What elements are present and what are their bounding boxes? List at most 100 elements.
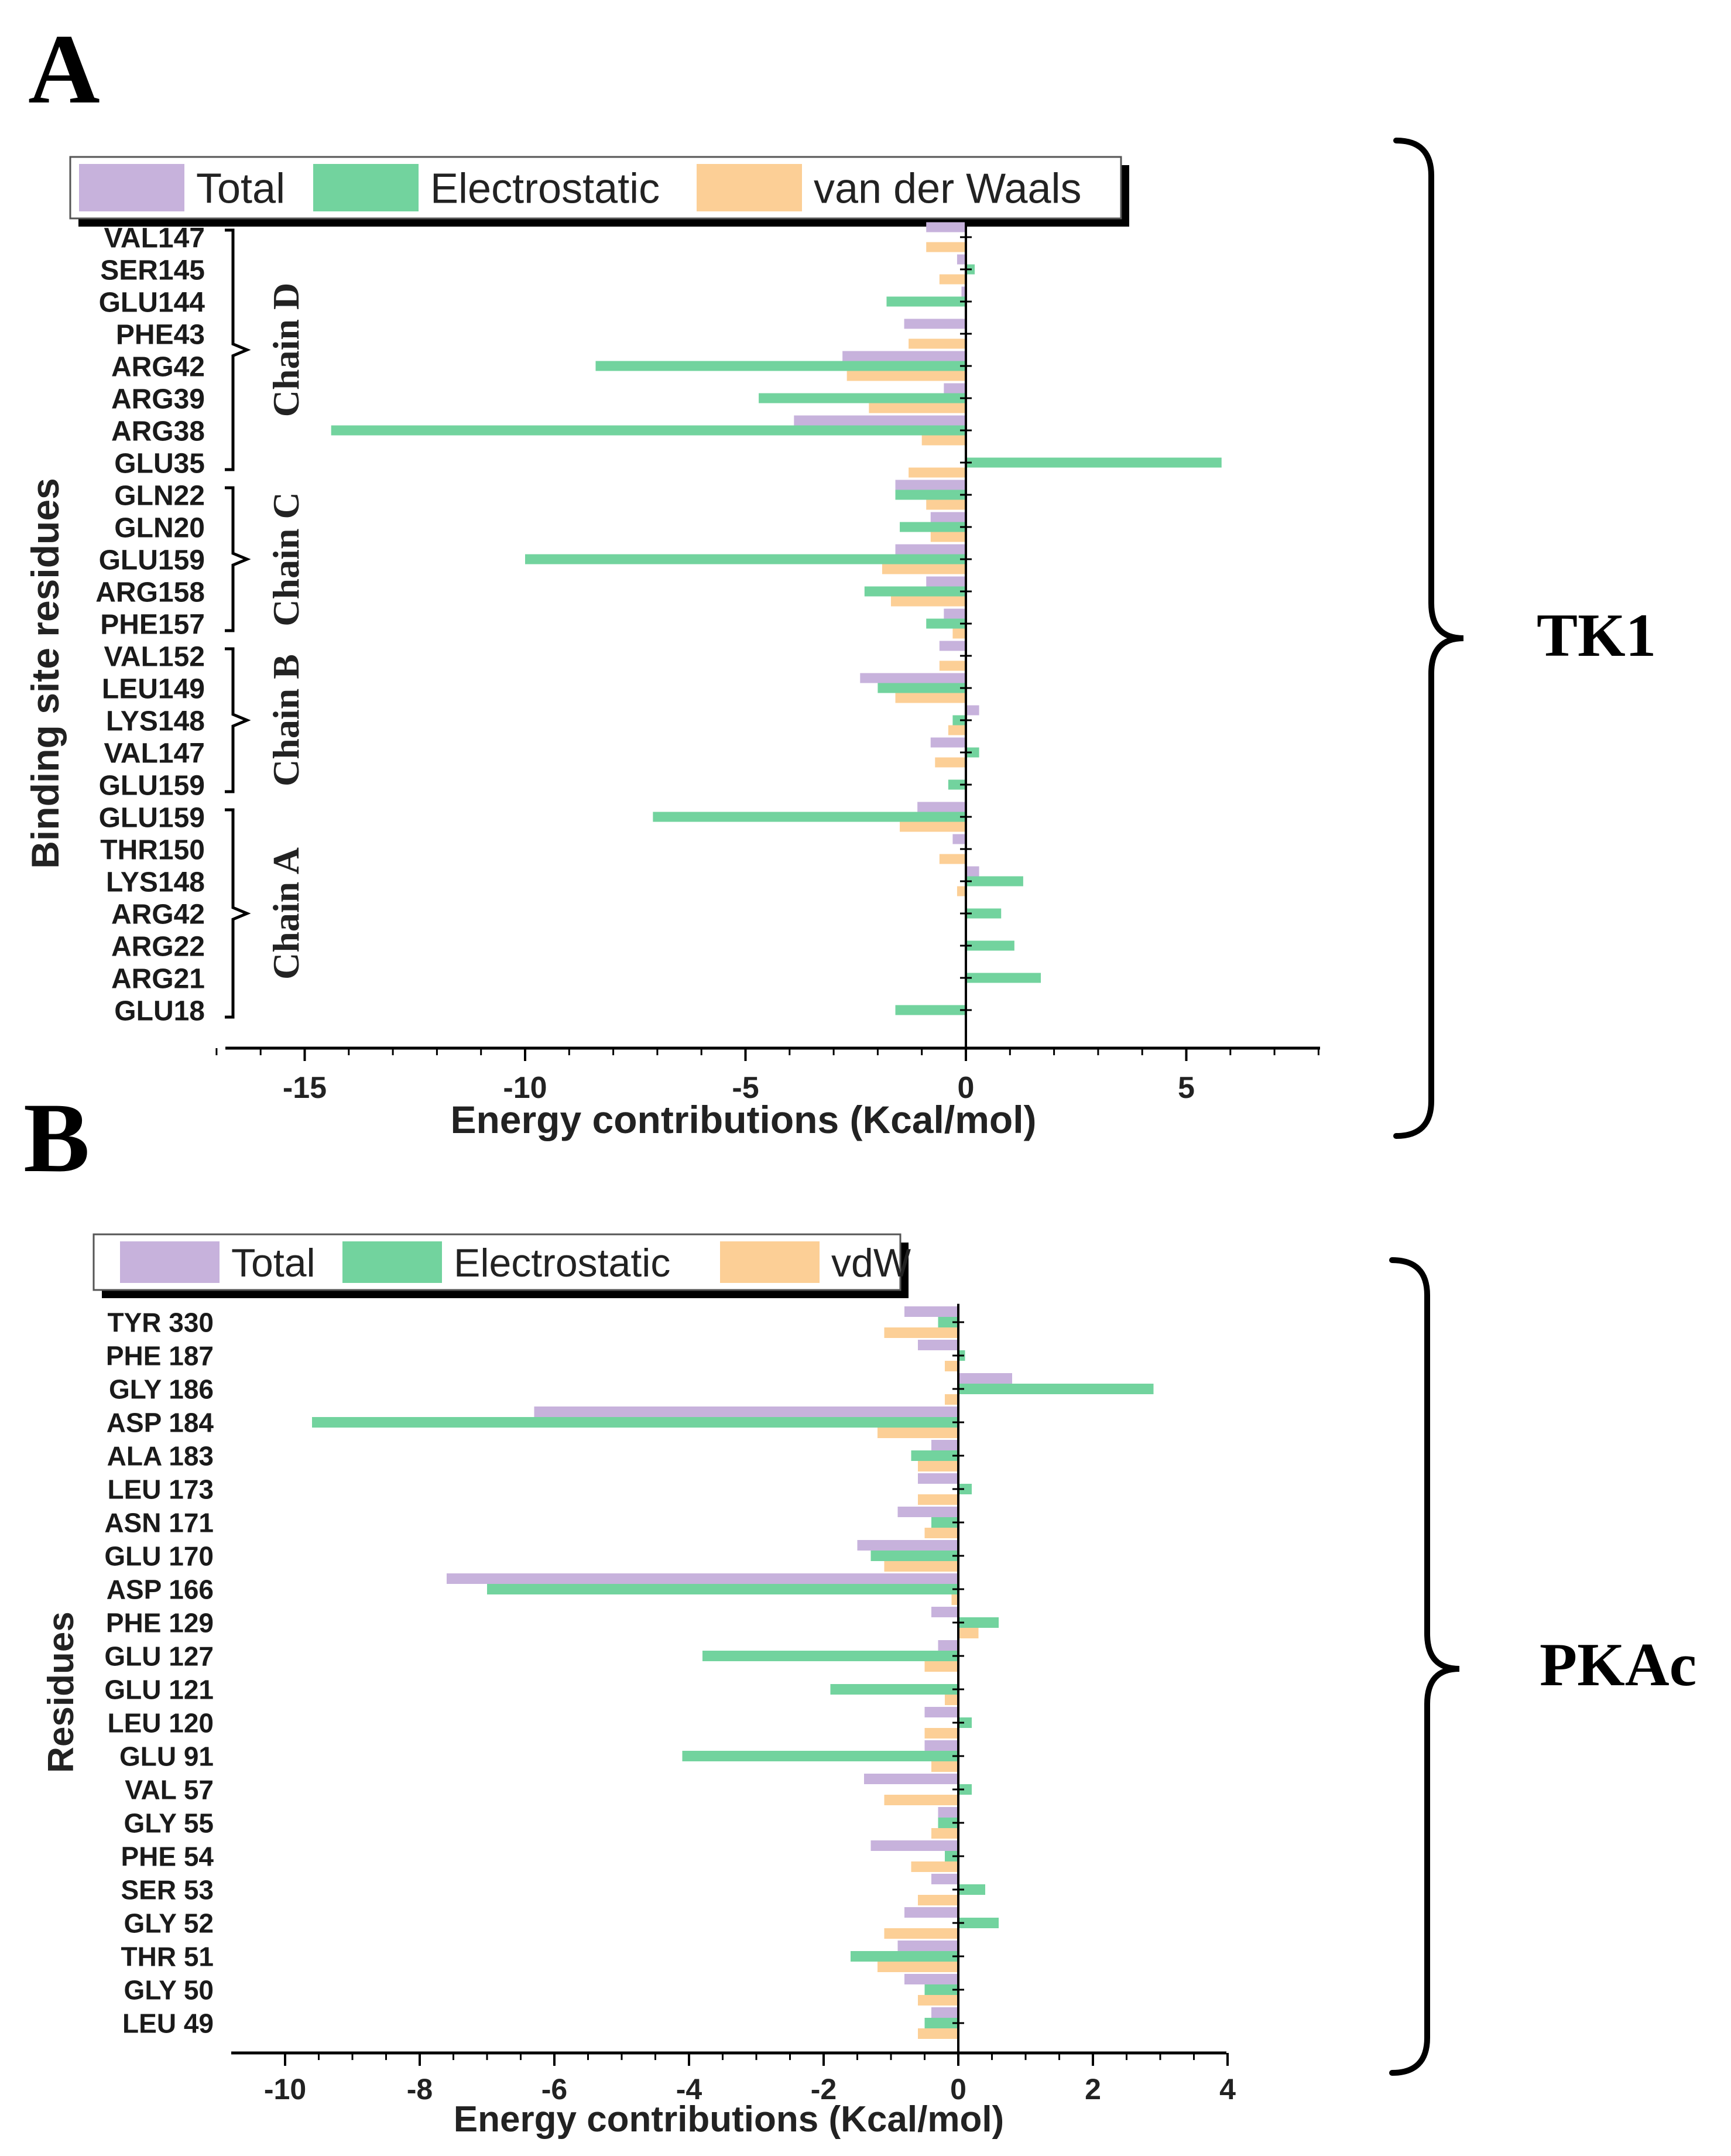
x-tick-label-6: 2	[1085, 2073, 1101, 2106]
chain-label-2: Chain B	[265, 654, 307, 786]
residue-label-13: GLU 91	[119, 1741, 214, 1772]
bar-total-16	[930, 737, 966, 748]
bar-total-4	[842, 351, 966, 361]
brace-pkac	[1389, 1257, 1460, 2076]
legend-label-electrostatic: Electrostatic	[454, 1241, 670, 1285]
x-tick-label-1: -8	[407, 2073, 433, 2106]
bar-total-13	[924, 1740, 958, 1751]
bar-vdw-17	[918, 1895, 958, 1905]
bar-vdw-0	[884, 1327, 958, 1338]
bar-electrostatic-2	[886, 296, 966, 307]
bar-vdw-21	[918, 2028, 958, 2039]
residue-label-1: SER145	[100, 255, 205, 286]
bar-total-6	[794, 415, 966, 426]
bar-total-19	[952, 834, 966, 844]
residue-label-20: GLY 50	[124, 1975, 214, 2006]
bar-total-14	[864, 1774, 958, 1784]
bar-vdw-6	[921, 435, 966, 446]
bar-electrostatic-20	[966, 876, 1023, 887]
legend-box	[69, 156, 1122, 220]
bar-vdw-9	[958, 1628, 979, 1638]
chart-a: Total Electrostatic van der Waals -15 -10 -5 0…	[23, 156, 1320, 1141]
bar-vdw-12	[952, 628, 966, 639]
bar-vdw-20	[918, 1995, 958, 2006]
residue-label-17: SER 53	[121, 1875, 214, 1905]
residue-label-2: GLY 186	[109, 1374, 214, 1405]
bar-total-2	[961, 286, 966, 297]
residue-label-19: THR150	[100, 834, 205, 865]
bar-vdw-16	[935, 757, 966, 768]
bar-electrostatic-10	[525, 554, 966, 564]
bar-vdw-12	[924, 1728, 958, 1739]
x-tick-label-4: 5	[1178, 1071, 1195, 1105]
bar-vdw-4	[846, 371, 966, 381]
bar-total-16	[870, 1840, 958, 1851]
residue-label-15: LYS148	[106, 706, 205, 737]
bar-total-4	[931, 1440, 958, 1450]
bar-electrostatic-22	[966, 940, 1014, 951]
bar-total-0	[926, 222, 966, 232]
residue-label-8: GLN22	[114, 480, 205, 511]
bar-total-13	[939, 641, 966, 651]
bar-electrostatic-17	[958, 1884, 985, 1895]
residue-label-3: PHE43	[116, 319, 205, 350]
x-tick-label-4: -2	[811, 2073, 837, 2106]
bar-electrostatic-11	[830, 1684, 958, 1695]
bar-total-5	[944, 383, 966, 393]
bar-electrostatic-4	[595, 361, 966, 371]
bar-vdw-2	[945, 1394, 958, 1405]
x-tick-label-3: -4	[676, 2073, 702, 2106]
bar-electrostatic-17	[948, 779, 966, 790]
bar-total-15	[966, 705, 979, 716]
bar-total-15	[938, 1807, 958, 1818]
bar-total-21	[931, 2007, 958, 2018]
bar-vdw-7	[884, 1561, 958, 1572]
bar-electrostatic-16	[945, 1851, 958, 1861]
legend-swatch-vdw	[720, 1241, 820, 1283]
bar-vdw-19	[939, 854, 966, 864]
bar-total-1	[957, 254, 966, 265]
residue-label-2: GLU144	[99, 287, 205, 318]
chain-bracket-2	[225, 647, 251, 793]
bar-electrostatic-5	[958, 1484, 972, 1494]
bar-total-14	[860, 673, 966, 683]
residue-label-15: GLY 55	[124, 1808, 214, 1839]
bar-total-9	[931, 1607, 958, 1617]
bar-vdw-7	[909, 467, 966, 478]
bar-total-0	[904, 1306, 958, 1317]
residue-label-4: ALA 183	[107, 1441, 214, 1471]
bar-vdw-4	[918, 1461, 958, 1471]
residue-label-10: GLU 127	[104, 1641, 214, 1672]
chain-bracket-1	[225, 486, 251, 632]
x-tick-label-5: 0	[950, 2073, 966, 2106]
brace-tk1	[1393, 138, 1464, 1139]
bar-electrostatic-23	[966, 973, 1041, 983]
residue-label-7: GLU35	[114, 448, 205, 479]
residue-label-16: PHE 54	[121, 1842, 214, 1872]
residue-label-0: TYR 330	[107, 1308, 214, 1338]
bar-vdw-15	[931, 1828, 958, 1839]
bar-vdw-11	[945, 1695, 958, 1705]
bar-total-2	[958, 1373, 1012, 1384]
chain-bracket-0	[225, 228, 251, 471]
legend-swatch-electrostatic	[342, 1241, 442, 1283]
legend-label-vdw: vdW	[831, 1241, 911, 1285]
residue-label-24: GLU18	[114, 995, 205, 1026]
bar-electrostatic-18	[958, 1918, 999, 1928]
bar-electrostatic-14	[878, 683, 966, 693]
protein-label-tk1: TK1	[1537, 601, 1656, 669]
residue-label-9: PHE 129	[106, 1608, 214, 1638]
bar-total-7	[857, 1540, 958, 1551]
bar-electrostatic-20	[924, 1984, 958, 1995]
x-tick-label-0: -10	[264, 2073, 306, 2106]
residue-label-20: LYS148	[106, 867, 205, 898]
x-tick-label-3: 0	[958, 1071, 975, 1105]
bar-electrostatic-14	[958, 1784, 972, 1795]
legend-label-electrostatic: Electrostatic	[430, 165, 660, 212]
bar-total-12	[924, 1707, 958, 1717]
bar-total-18	[904, 1907, 958, 1918]
x-tick-label-2: -5	[732, 1071, 759, 1105]
bar-electrostatic-2	[958, 1384, 1154, 1394]
bar-total-20	[966, 866, 979, 877]
x-axis-title: Energy contributions (Kcal/mol)	[450, 1098, 1036, 1141]
